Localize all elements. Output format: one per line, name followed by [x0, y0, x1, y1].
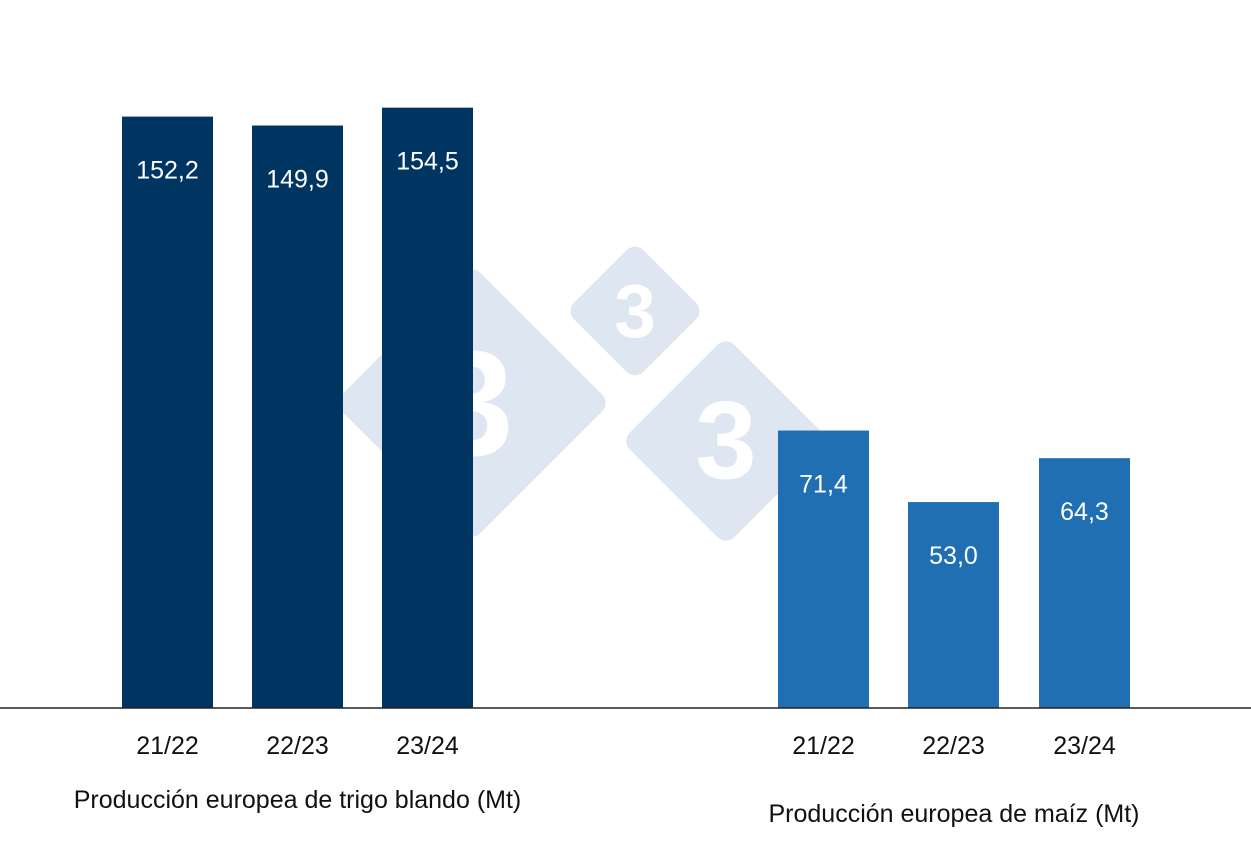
data-label: 53,0	[929, 542, 978, 570]
data-label: 149,9	[266, 166, 329, 194]
group-label: Producción europea de trigo blando (Mt)	[74, 786, 522, 814]
bar	[908, 502, 999, 708]
bar	[382, 107, 473, 708]
watermark-glyph: 3	[695, 380, 756, 503]
data-label: 71,4	[799, 471, 848, 499]
watermark-glyph: 3	[614, 269, 656, 353]
data-label: 154,5	[396, 148, 459, 176]
labels-layer: 152,2 21/22 149,9 22/23 154,5 23/24 Producción…	[74, 148, 1140, 828]
x-tick-label: 22/23	[922, 732, 985, 760]
bar	[1039, 458, 1130, 708]
bars-layer	[122, 107, 1130, 708]
bar	[778, 430, 869, 708]
watermark-diamond: 3	[570, 246, 700, 376]
x-tick-label: 23/24	[1053, 732, 1116, 760]
bar	[122, 116, 213, 708]
data-label: 64,3	[1060, 498, 1109, 526]
data-label: 152,2	[136, 157, 199, 185]
x-tick-label: 22/23	[266, 732, 329, 760]
bar	[252, 125, 343, 708]
x-tick-label: 21/22	[792, 732, 855, 760]
watermark-diamond: 3	[626, 341, 826, 541]
x-tick-label: 23/24	[396, 732, 459, 760]
group-label: Producción europea de maíz (Mt)	[768, 800, 1139, 828]
x-tick-label: 21/22	[136, 732, 199, 760]
